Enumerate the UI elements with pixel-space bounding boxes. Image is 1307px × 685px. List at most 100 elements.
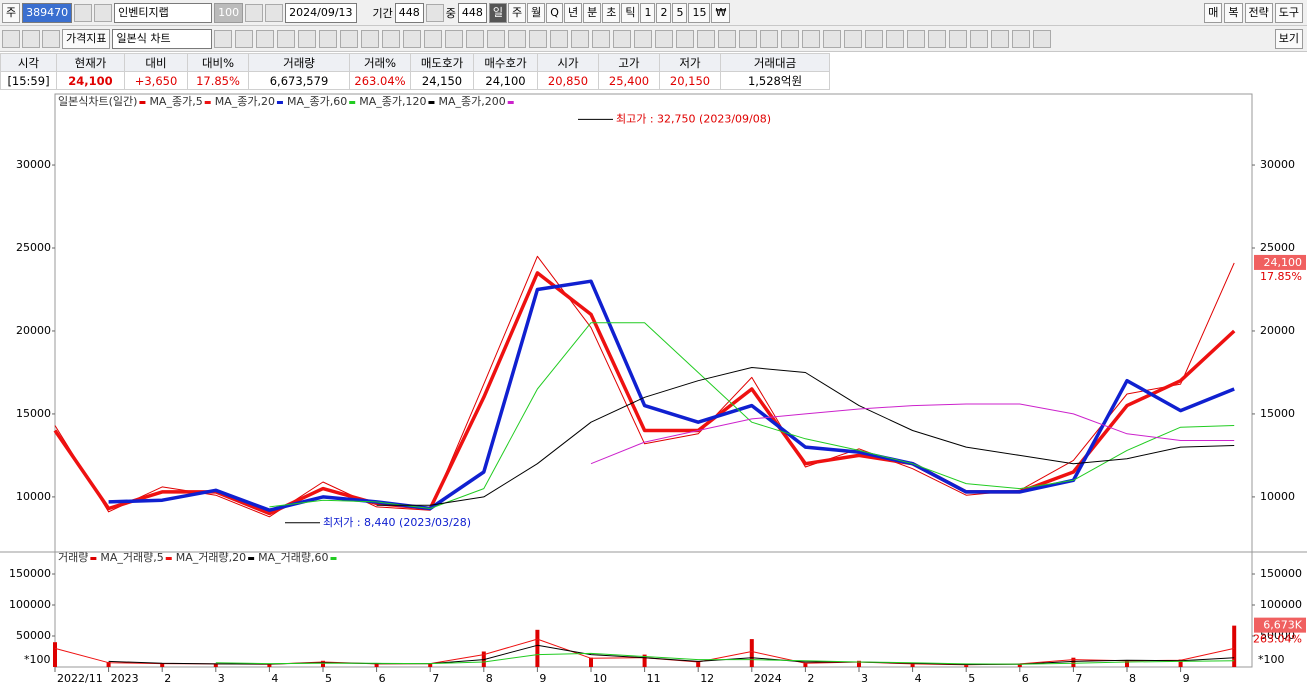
period-button[interactable]: Q [546,2,563,23]
icon[interactable] [245,3,264,22]
tool-icon[interactable] [697,29,716,48]
tool-icon[interactable] [907,29,926,48]
volume-bar [642,654,647,667]
period-button[interactable]: 2 [656,2,672,23]
tool-icon[interactable] [739,29,758,48]
x-tick-label: 9 [1183,672,1190,685]
x-tick-label: 5 [325,672,332,685]
tool-icon[interactable] [928,29,947,48]
legend-swatch [139,101,146,104]
period-button[interactable]: 5 [672,2,688,23]
tool-icon[interactable] [781,29,800,48]
icon[interactable] [94,3,113,22]
period[interactable]: 448 [394,2,424,23]
volume-bar [589,657,593,667]
icon[interactable] [22,29,40,48]
period-button[interactable]: 년 [563,2,583,23]
tool-icon[interactable] [550,29,569,48]
tool-icon[interactable] [823,29,842,48]
tool-icon[interactable] [340,29,359,48]
tool-icon[interactable] [319,29,338,48]
icon[interactable] [74,3,93,22]
tool-icon[interactable] [718,29,737,48]
period-button[interactable]: 월 [527,2,546,23]
legend-swatch [507,101,514,104]
volume-bar [374,663,379,667]
tool-icon[interactable] [361,29,380,48]
count[interactable]: 100 [214,2,244,23]
period-button[interactable]: 분 [583,2,602,23]
volume-bar [964,665,969,667]
tool-icon[interactable] [466,29,485,48]
tool-icon[interactable] [760,29,779,48]
tool-icon[interactable] [235,29,254,48]
volume-bar [910,663,915,667]
indicator[interactable]: 가격지표 [62,28,111,49]
button[interactable]: 전략 [1244,2,1273,23]
tool-icon[interactable] [487,29,506,48]
period-button[interactable]: 초 [602,2,621,23]
period-button[interactable]: 1 [640,2,656,23]
tool-icon[interactable] [214,29,233,48]
tool-icon[interactable] [970,29,989,48]
legend-swatch [330,557,337,560]
period-button[interactable]: 일 [488,2,508,23]
tool-icon[interactable] [886,29,905,48]
tool-icon[interactable] [865,29,884,48]
button[interactable]: 매 [1204,2,1223,23]
tool-icon[interactable] [1033,29,1052,48]
period-button[interactable]: 틱 [621,2,640,23]
tool-icon[interactable] [592,29,611,48]
icon[interactable] [425,3,444,22]
quote-header: 저가 [659,53,721,72]
tool-icon[interactable] [571,29,590,48]
code[interactable]: 389470 [22,2,73,23]
stock-name[interactable]: 인벤티지랩 [114,2,213,23]
legend-swatch [248,557,255,560]
period-button[interactable]: ₩ [711,2,731,23]
volume-bar [53,642,57,667]
period-button[interactable]: 15 [688,2,711,23]
tool-icon[interactable] [256,29,275,48]
mid[interactable]: 448 [457,2,487,23]
tool-icon[interactable] [613,29,632,48]
tool-icon[interactable] [445,29,464,48]
icon[interactable] [265,3,284,22]
toolbar-2: 가격지표 일본식 차트 보기 [0,26,1307,52]
tool-icon[interactable] [991,29,1010,48]
tool-icons [214,29,1052,48]
label: 중 [445,6,456,20]
button[interactable]: 도구 [1274,2,1303,23]
tool-icon[interactable] [298,29,317,48]
x-tick-label: 8 [1129,672,1136,685]
tool-icon[interactable] [1012,29,1031,48]
button[interactable]: 복 [1224,2,1243,23]
tool-icon[interactable] [802,29,821,48]
tool-icon[interactable] [508,29,527,48]
market[interactable]: 주 [2,2,21,23]
tool-icon[interactable] [382,29,401,48]
tool-icon[interactable] [949,29,968,48]
tool-icon[interactable] [424,29,443,48]
icon[interactable] [42,29,60,48]
tool-icon[interactable] [529,29,548,48]
tool-icon[interactable] [676,29,695,48]
tool-icon[interactable] [844,29,863,48]
view[interactable]: 보기 [1274,28,1303,49]
legend-label: 일본식차트(일간) [58,94,137,108]
tool-icon[interactable] [634,29,653,48]
legend-label: MA_종가,120 [359,95,426,108]
icon[interactable] [2,29,20,48]
tool-icon[interactable] [277,29,296,48]
right-buttons: 매 복 전략 도구 [1204,2,1303,23]
chart-style[interactable]: 일본식 차트 [112,28,213,49]
legend-swatch [349,101,356,104]
x-tick-label: 4 [915,672,922,685]
period-button[interactable]: 주 [508,2,527,23]
quote-value: +3,650 [124,71,188,90]
tool-icon[interactable] [655,29,674,48]
plot-frame [54,93,1253,668]
date[interactable]: 2024/09/13 [285,2,357,23]
tool-icon[interactable] [403,29,422,48]
